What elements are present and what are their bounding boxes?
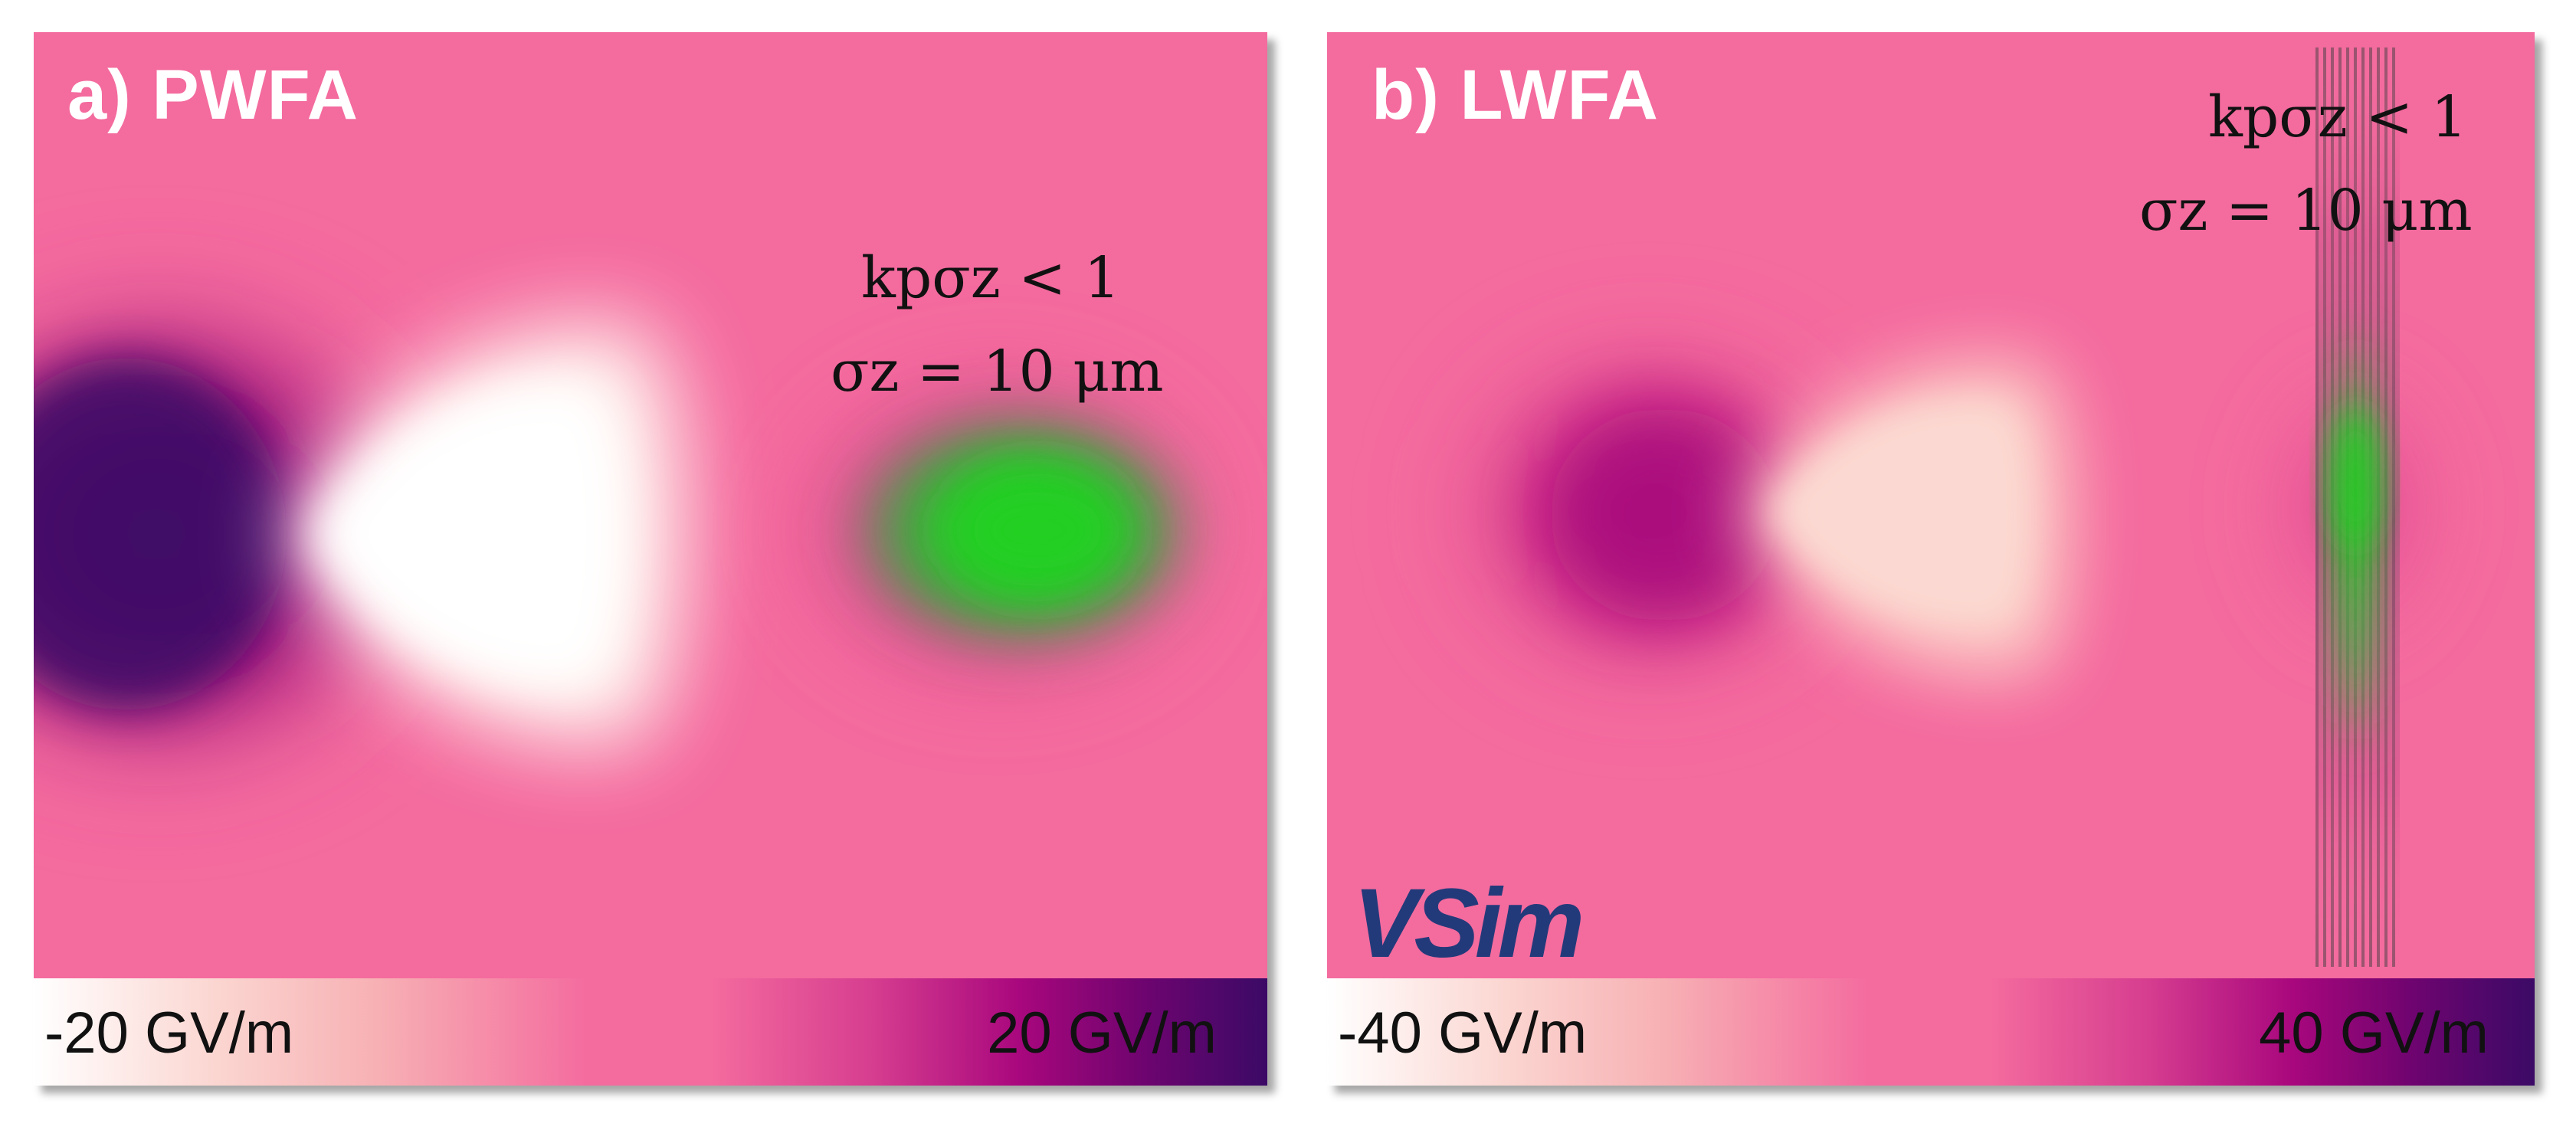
panel-b-title: b) LWFA <box>1372 56 1659 134</box>
panel-b-colorbar-max-label: 40 GV/m <box>2259 1001 2489 1066</box>
panel-b-colorbar: -40 GV/m 40 GV/m <box>1327 978 2535 1086</box>
panel-lwfa: b) LWFA kpσz < 1 σz = 10 μm VSim -40 GV/… <box>1327 32 2535 1086</box>
panel-a-annotation-sigma: σz = 10 μm <box>831 339 1164 405</box>
lwfa-wakefield-image <box>1327 32 2535 978</box>
vsim-logo-text: VSim <box>1353 869 1585 978</box>
panel-a-annotation-kp: kpσz < 1 <box>861 245 1120 311</box>
panel-b-annotation-kp: kpσz < 1 <box>2208 84 2467 150</box>
panel-a-title: a) PWFA <box>67 56 359 134</box>
panel-b-colorbar-min-label: -40 GV/m <box>1338 1001 1588 1066</box>
pwfa-wakefield-image <box>34 32 1267 978</box>
panel-a-colorbar-max-label: 20 GV/m <box>987 1001 1217 1066</box>
panel-b-annotation-sigma: σz = 10 μm <box>2139 178 2473 244</box>
panel-a-colorbar-min-label: -20 GV/m <box>44 1001 294 1066</box>
panel-a-colorbar: -20 GV/m 20 GV/m <box>34 978 1267 1086</box>
panel-pwfa: a) PWFA kpσz < 1 σz = 10 μm -20 GV/m 20 … <box>34 32 1267 1086</box>
vsim-logo: VSim <box>1353 875 1585 973</box>
